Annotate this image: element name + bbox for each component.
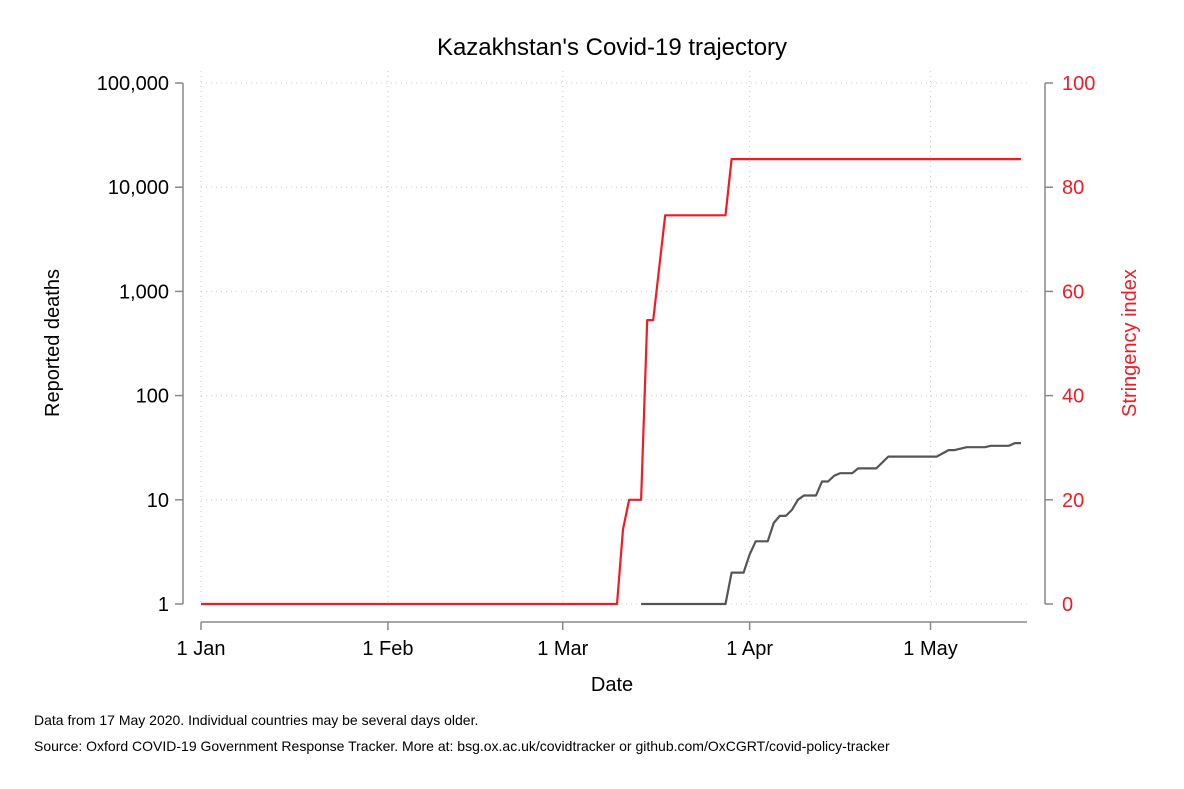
y-left-tick-label: 1 bbox=[158, 594, 169, 616]
x-tick-label: 1 Feb bbox=[362, 638, 413, 660]
footnote-source: Source: Oxford COVID-19 Government Respo… bbox=[34, 738, 890, 754]
footnote-data-date: Data from 17 May 2020. Individual countr… bbox=[34, 712, 479, 728]
tick-labels: 1 10 100 1,000 10,000 100,000 0 20 40 60 80 100 1 Ja… bbox=[97, 73, 1096, 660]
chart-title: Kazakhstan's Covid-19 trajectory bbox=[437, 34, 787, 61]
y-right-tick-label: 20 bbox=[1062, 490, 1084, 512]
y-left-tick-label: 10 bbox=[147, 490, 169, 512]
series-lines bbox=[201, 158, 1021, 606]
x-tick-label: 1 Jan bbox=[177, 638, 226, 660]
stringency-index-line bbox=[201, 158, 1021, 606]
x-axis-label: Date bbox=[591, 674, 633, 696]
y-axis-label-left: Reported deaths bbox=[42, 269, 64, 417]
y-right-tick-label: 100 bbox=[1062, 73, 1095, 95]
y-left-tick-label: 1,000 bbox=[119, 281, 169, 303]
reported-deaths-line bbox=[641, 442, 1021, 606]
y-left-tick-label: 10,000 bbox=[108, 177, 169, 199]
y-right-tick-label: 0 bbox=[1062, 594, 1073, 616]
y-right-tick-label: 80 bbox=[1062, 177, 1084, 199]
grid-lines bbox=[200, 71, 1027, 605]
x-tick-label: 1 Apr bbox=[726, 638, 773, 660]
axes bbox=[175, 82, 1053, 630]
x-tick-label: 1 Mar bbox=[537, 638, 588, 660]
y-right-tick-label: 40 bbox=[1062, 386, 1084, 408]
y-left-tick-label: 100 bbox=[136, 386, 169, 408]
y-right-tick-label: 60 bbox=[1062, 281, 1084, 303]
x-tick-label: 1 May bbox=[903, 638, 957, 660]
y-left-tick-label: 100,000 bbox=[97, 73, 169, 95]
y-axis-label-right: Stringency index bbox=[1119, 269, 1141, 417]
